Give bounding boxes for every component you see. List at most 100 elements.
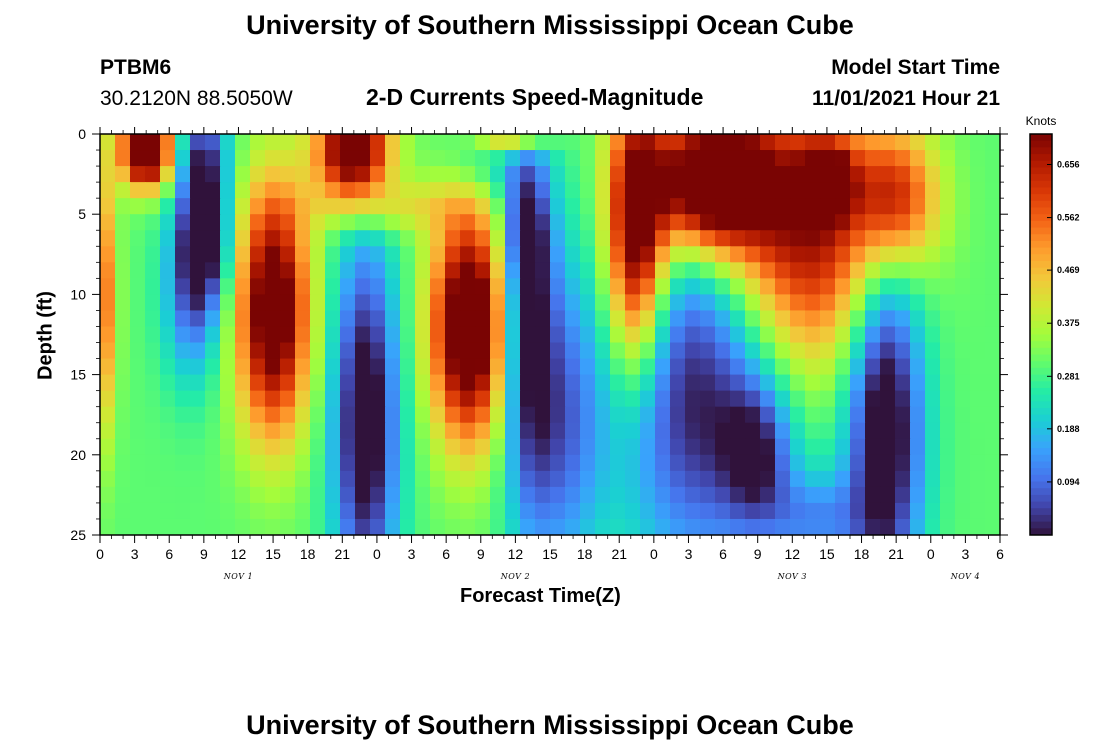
heatmap-cell (595, 486, 611, 504)
heatmap-cell (250, 470, 266, 488)
heatmap-cell (355, 438, 371, 456)
heatmap-cell (610, 502, 626, 520)
heatmap-cell (280, 390, 296, 408)
heatmap-cell (355, 422, 371, 440)
x-tick-label: 6 (996, 546, 1004, 562)
heatmap-cell (385, 310, 401, 328)
heatmap-cell (445, 358, 461, 376)
heatmap-cell (235, 342, 251, 360)
heatmap-cell (460, 470, 476, 488)
heatmap-cell (415, 342, 431, 360)
heatmap-cell (460, 134, 476, 151)
heatmap-cell (160, 166, 176, 183)
heatmap-cell (700, 246, 716, 263)
heatmap-cell (115, 486, 131, 504)
heatmap-cell (385, 518, 401, 535)
heatmap-cell (280, 310, 296, 328)
heatmap-cell (250, 358, 266, 376)
colorbar-segment (1030, 214, 1052, 222)
heatmap-cell (295, 422, 311, 440)
heatmap-cell (745, 374, 761, 392)
colorbar-segment (1030, 528, 1052, 536)
heatmap-cell (190, 294, 206, 312)
heatmap-cell (970, 518, 986, 535)
heatmap-cell (205, 358, 221, 376)
heatmap-cell (670, 470, 686, 488)
x-tick-label: 15 (542, 546, 558, 562)
heatmap-cell (310, 310, 326, 328)
heatmap-cell (445, 470, 461, 488)
heatmap-cell (130, 150, 146, 167)
heatmap-cell (925, 230, 941, 247)
heatmap-cell (835, 310, 851, 328)
heatmap-cell (175, 326, 191, 344)
heatmap-cell (370, 342, 386, 360)
heatmap-cell (400, 358, 416, 376)
heatmap-cell (190, 374, 206, 392)
heatmap-cell (385, 374, 401, 392)
heatmap-cell (490, 230, 506, 247)
heatmap-cell (115, 294, 131, 312)
heatmap-cell (715, 134, 731, 151)
heatmap-cell (520, 406, 536, 424)
heatmap-cell (940, 518, 956, 535)
heatmap-cell (145, 214, 161, 231)
heatmap-cell (820, 166, 836, 183)
heatmap-cell (550, 230, 566, 247)
heatmap-cell (160, 278, 176, 295)
colorbar-segment (1030, 434, 1052, 442)
heatmap-cell (580, 518, 596, 535)
heatmap-cell (985, 390, 1000, 408)
heatmap-cell (205, 454, 221, 472)
heatmap-cell (490, 390, 506, 408)
heatmap-cell (625, 326, 641, 344)
heatmap-cell (940, 214, 956, 231)
heatmap-cell (805, 326, 821, 344)
heatmap-cell (640, 166, 656, 183)
heatmap-cell (415, 390, 431, 408)
heatmap-cell (565, 246, 581, 263)
heatmap-cell (475, 182, 491, 199)
heatmap-cell (220, 438, 236, 456)
heatmap-cell (910, 390, 926, 408)
heatmap-cell (520, 294, 536, 312)
heatmap-cell (940, 198, 956, 215)
heatmap-cell (565, 470, 581, 488)
heatmap-cell (595, 374, 611, 392)
heatmap-cell (715, 294, 731, 312)
heatmap-cell (820, 358, 836, 376)
heatmap-cell (850, 342, 866, 360)
heatmap-cell (670, 166, 686, 183)
heatmap-cell (970, 326, 986, 344)
heatmap-cell (220, 486, 236, 504)
x-tick-label: 9 (477, 546, 485, 562)
heatmap-cell (280, 422, 296, 440)
heatmap-cell (400, 262, 416, 279)
heatmap-cell (745, 198, 761, 215)
heatmap-cell (385, 134, 401, 151)
heatmap-cell (175, 358, 191, 376)
heatmap-cell (835, 246, 851, 263)
heatmap-cell (295, 294, 311, 312)
heatmap-cell (325, 182, 341, 199)
heatmap-cell (595, 294, 611, 312)
heatmap-cell (250, 166, 266, 183)
heatmap-cell (970, 310, 986, 328)
heatmap-cell (415, 454, 431, 472)
heatmap-cell (910, 310, 926, 328)
heatmap-cell (550, 358, 566, 376)
heatmap-cell (325, 406, 341, 424)
heatmap-cell (880, 198, 896, 215)
colorbar-segment (1030, 134, 1052, 142)
heatmap-cell (925, 198, 941, 215)
heatmap-cell (595, 134, 611, 151)
colorbar-segment (1030, 234, 1052, 242)
heatmap-cell (685, 422, 701, 440)
heatmap-cell (715, 454, 731, 472)
heatmap-cell (895, 278, 911, 295)
heatmap-cell (640, 374, 656, 392)
heatmap-cell (160, 470, 176, 488)
heatmap-cell (265, 310, 281, 328)
colorbar-segment (1030, 428, 1052, 436)
heatmap-cell (580, 214, 596, 231)
